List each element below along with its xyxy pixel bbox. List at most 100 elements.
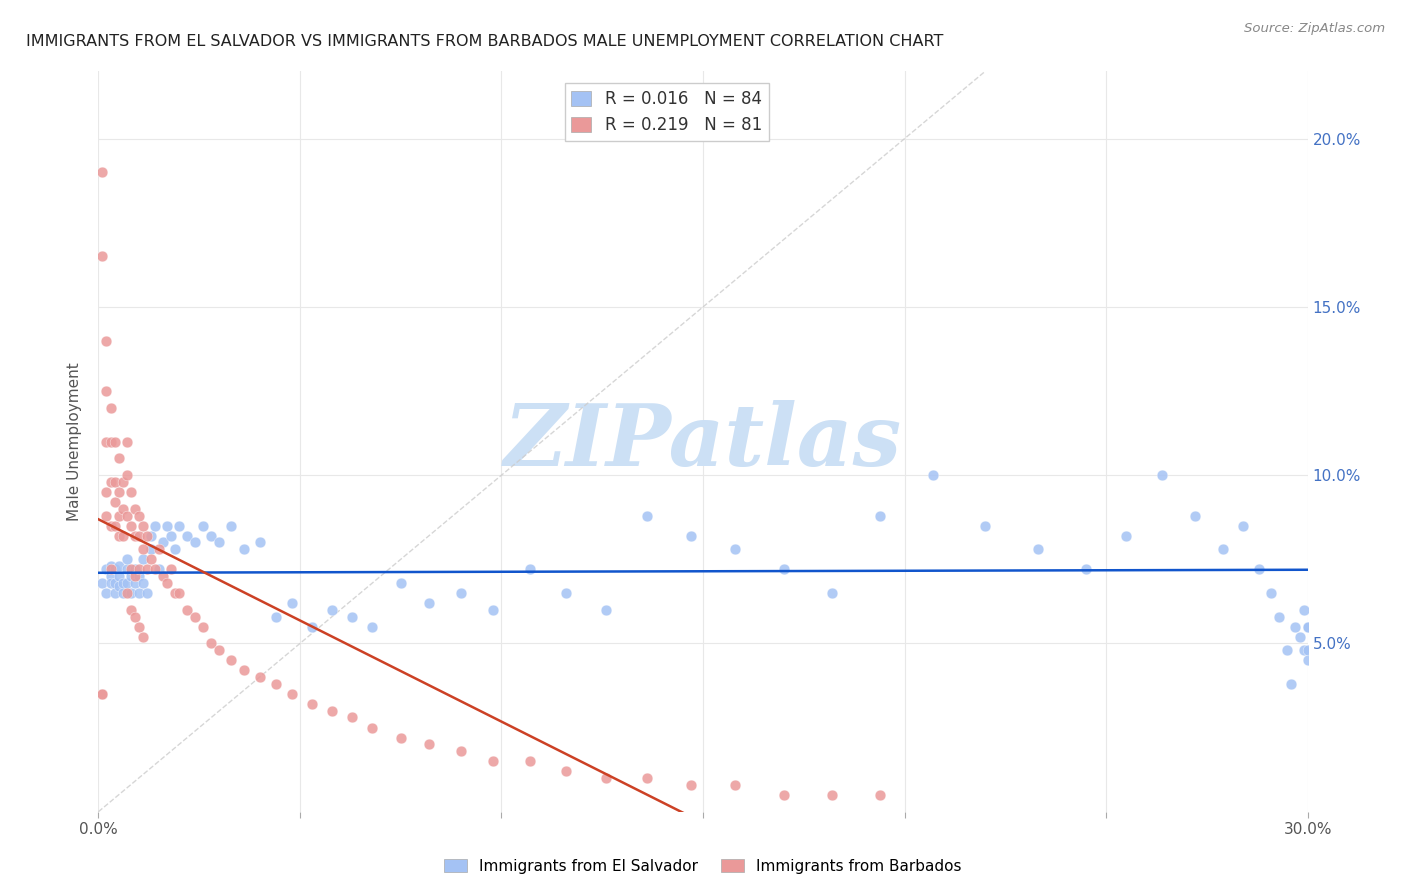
Point [342, 609, 364, 624]
Point [482, 603, 505, 617]
Legend: Immigrants from El Salvador, Immigrants from Barbados: Immigrants from El Salvador, Immigrants … [439, 853, 967, 880]
Point [482, 754, 505, 768]
Point [100, 434, 122, 449]
Point [821, 586, 844, 600]
Point [115, 468, 138, 483]
Point [128, 529, 150, 543]
Point [115, 552, 138, 566]
Point [124, 609, 146, 624]
Point [1292, 603, 1315, 617]
Point [135, 529, 157, 543]
Point [132, 630, 155, 644]
Point [132, 575, 155, 590]
Point [595, 771, 617, 785]
Point [176, 603, 198, 617]
Point [679, 778, 702, 792]
Point [1184, 508, 1206, 523]
Point [132, 552, 155, 566]
Point [96, 485, 118, 500]
Point [156, 518, 179, 533]
Y-axis label: Male Unemployment: Male Unemployment [67, 362, 83, 521]
Point [389, 731, 412, 745]
Point [450, 744, 472, 758]
Point [115, 575, 138, 590]
Point [100, 569, 122, 583]
Point [208, 535, 231, 549]
Point [96, 562, 118, 576]
Point [135, 586, 157, 600]
Point [418, 738, 440, 752]
Point [103, 434, 125, 449]
Point [103, 518, 125, 533]
Point [1212, 542, 1234, 557]
Point [111, 475, 134, 489]
Point [115, 562, 138, 576]
Point [163, 586, 186, 600]
Point [221, 518, 243, 533]
Point [555, 586, 578, 600]
Point [921, 468, 943, 483]
Point [96, 384, 118, 398]
Point [160, 529, 183, 543]
Point [167, 518, 190, 533]
Point [301, 619, 323, 633]
Point [974, 518, 997, 533]
Point [176, 529, 198, 543]
Point [91, 687, 114, 701]
Point [103, 495, 125, 509]
Point [91, 687, 114, 701]
Point [1277, 643, 1299, 657]
Point [232, 542, 254, 557]
Legend: R = 0.016   N = 84, R = 0.219   N = 81: R = 0.016 N = 84, R = 0.219 N = 81 [565, 83, 769, 141]
Point [111, 501, 134, 516]
Point [208, 643, 231, 657]
Point [143, 518, 166, 533]
Point [139, 542, 162, 557]
Point [724, 778, 747, 792]
Point [124, 529, 146, 543]
Point [821, 788, 844, 802]
Point [100, 518, 122, 533]
Point [115, 508, 138, 523]
Point [184, 609, 207, 624]
Point [111, 575, 134, 590]
Point [249, 535, 271, 549]
Point [1296, 619, 1319, 633]
Point [519, 562, 541, 576]
Point [418, 596, 440, 610]
Point [107, 529, 129, 543]
Point [1249, 562, 1271, 576]
Point [200, 529, 222, 543]
Point [869, 508, 891, 523]
Point [135, 562, 157, 576]
Point [128, 586, 150, 600]
Point [152, 569, 174, 583]
Point [595, 603, 617, 617]
Point [100, 559, 122, 574]
Point [1296, 643, 1319, 657]
Point [772, 788, 794, 802]
Point [1284, 619, 1306, 633]
Text: ZIPatlas: ZIPatlas [503, 400, 903, 483]
Point [342, 710, 364, 724]
Point [1292, 643, 1315, 657]
Point [264, 609, 287, 624]
Point [167, 586, 190, 600]
Point [139, 529, 162, 543]
Point [1115, 529, 1137, 543]
Point [389, 575, 412, 590]
Point [152, 535, 174, 549]
Point [139, 552, 162, 566]
Point [1268, 609, 1291, 624]
Point [100, 575, 122, 590]
Point [91, 165, 114, 179]
Point [1288, 630, 1310, 644]
Point [361, 721, 384, 735]
Point [96, 334, 118, 348]
Point [1296, 619, 1319, 633]
Point [124, 569, 146, 583]
Point [1260, 586, 1282, 600]
Point [132, 518, 155, 533]
Point [107, 451, 129, 466]
Point [148, 562, 170, 576]
